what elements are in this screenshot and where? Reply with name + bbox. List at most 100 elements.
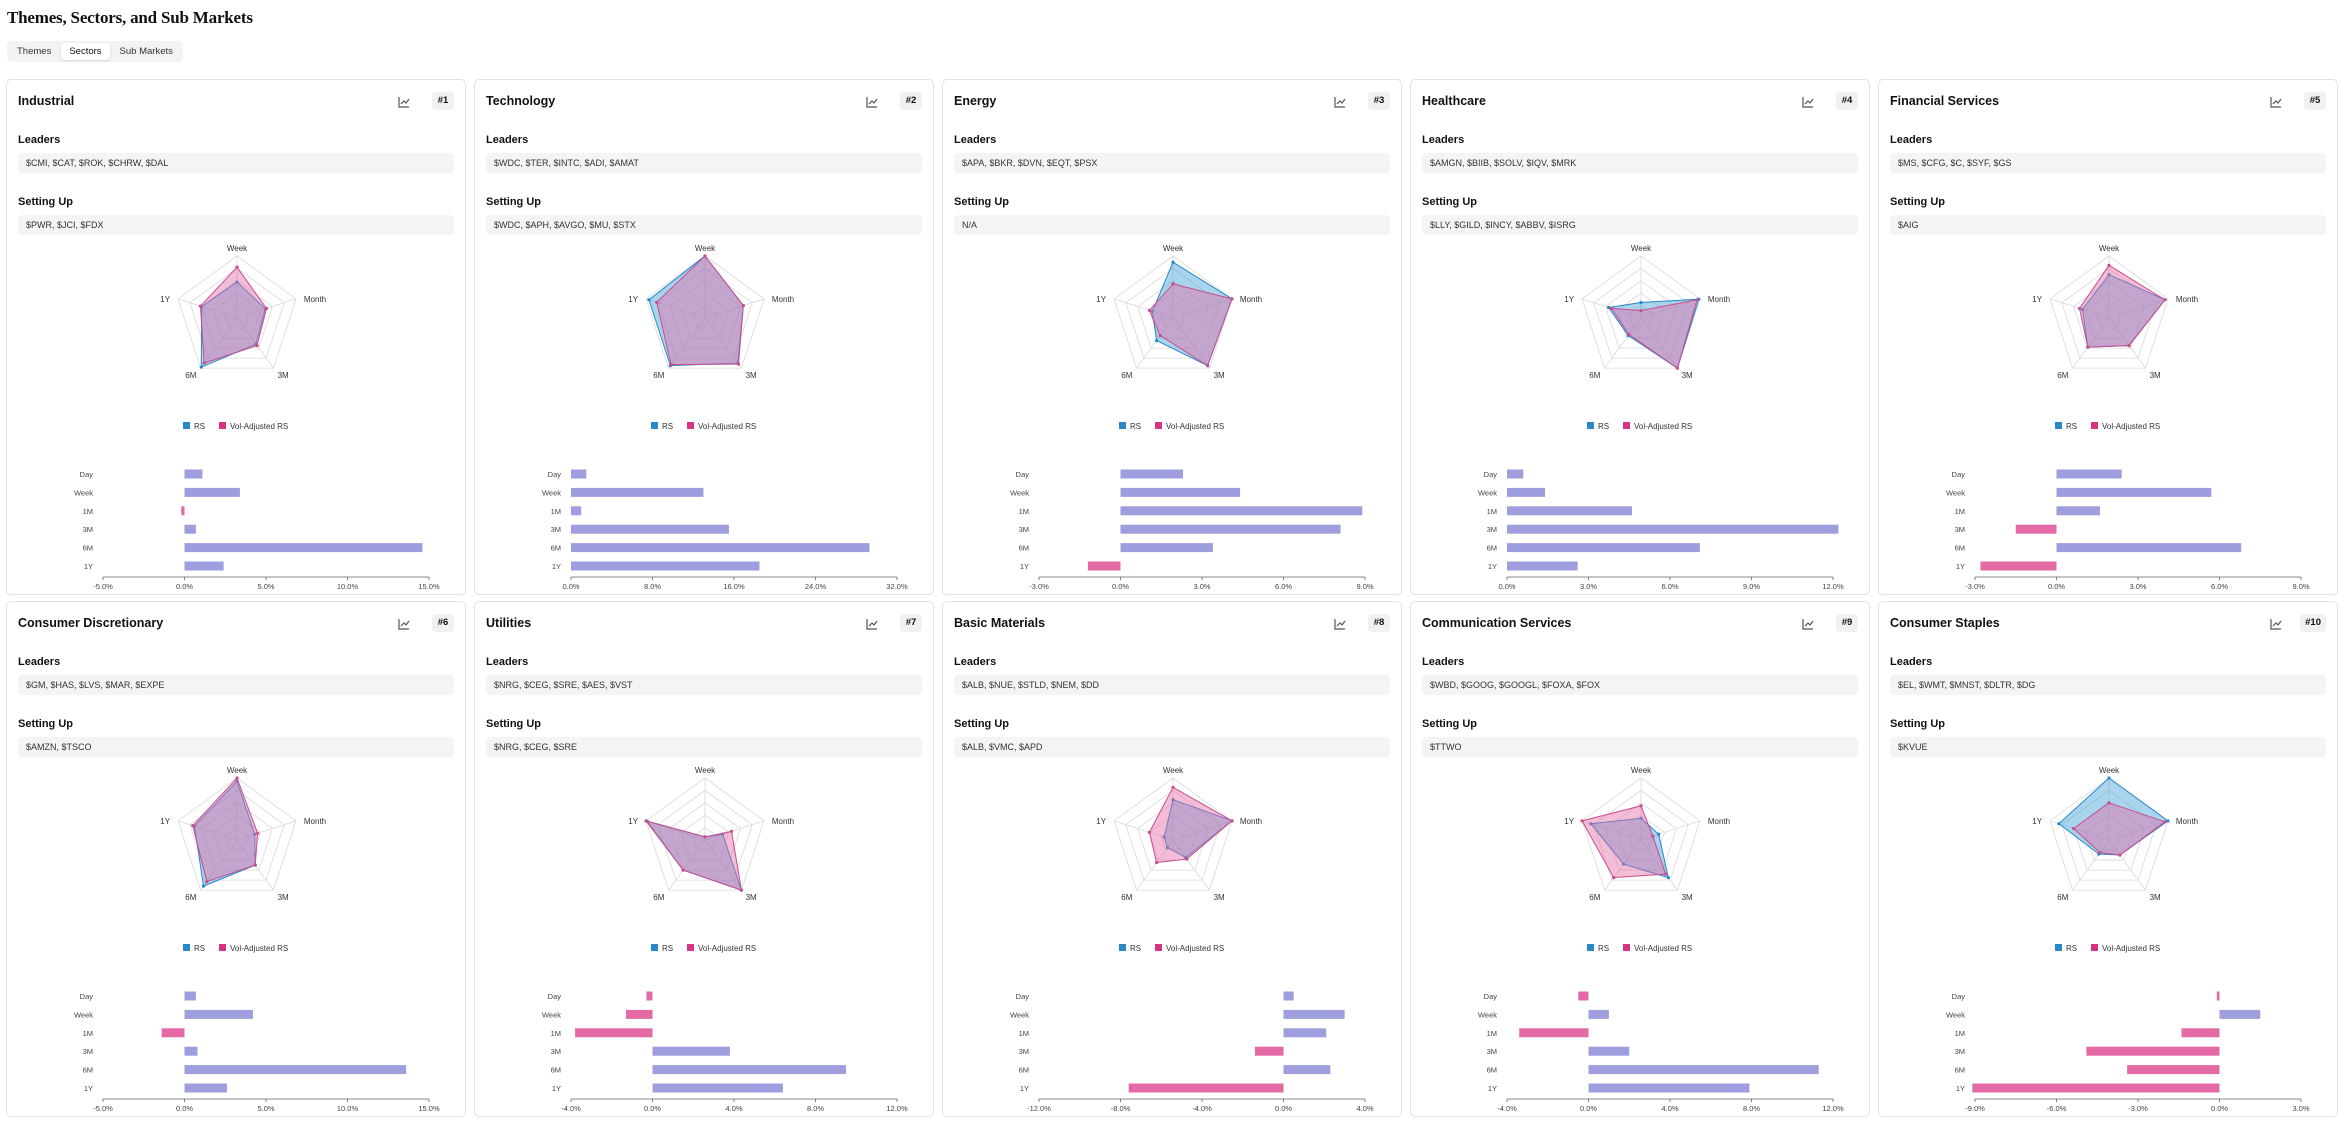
bar-axis-tick-label: 6.0% xyxy=(2211,582,2228,591)
radar-axis-label: 6M xyxy=(1121,371,1132,380)
line-chart-icon[interactable] xyxy=(396,94,412,110)
vol-rs-series-point xyxy=(669,363,673,367)
line-chart-icon[interactable] xyxy=(396,616,412,632)
radar-axis-label: Month xyxy=(304,817,326,826)
chart-legend: RS Vol-Adjusted RS xyxy=(183,422,288,431)
line-chart-icon[interactable] xyxy=(864,616,880,632)
bar-period-label: 3M xyxy=(1019,525,1029,534)
radar-spoke xyxy=(704,298,765,319)
performance-bar xyxy=(571,487,704,497)
radar-grid-ring xyxy=(1113,255,1233,369)
sector-card: Consumer Staples #10 Leaders $EL, $WMT, $MN… xyxy=(1878,601,2338,1117)
leaders-label: Leaders xyxy=(486,134,529,146)
tab-themes[interactable]: Themes xyxy=(17,46,52,57)
rs-series-point xyxy=(2107,776,2111,780)
bar-period-label: 1Y xyxy=(1488,1084,1497,1093)
tab-sub-markets[interactable]: Sub Markets xyxy=(119,46,173,57)
radar-spoke xyxy=(1640,839,1678,891)
bar-period-label: Day xyxy=(80,992,94,1001)
bar-axis-tick-label: 4.0% xyxy=(1356,1104,1373,1113)
vol-rs-series xyxy=(2078,264,2166,348)
radar-spoke xyxy=(704,317,742,369)
setting-up-label: Setting Up xyxy=(486,718,541,730)
rs-series-point xyxy=(647,298,651,302)
vol-rs-series-point xyxy=(2077,306,2082,311)
radar-axis-label: 3M xyxy=(278,893,289,902)
leaders-tickers: $GM, $HAS, $LVS, $MAR, $EXPE xyxy=(18,675,454,695)
performance-bar xyxy=(2181,1028,2220,1038)
legend-vol-label: Vol-Adjusted RS xyxy=(698,944,756,953)
radar-axis-label: Month xyxy=(1240,817,1262,826)
line-chart-icon[interactable] xyxy=(864,94,880,110)
leaders-tickers: $AMGN, $BIIB, $SOLV, $IQV, $MRK xyxy=(1422,153,1858,173)
card-header: Communication Services #9 xyxy=(1422,614,1858,634)
performance-bar xyxy=(2216,991,2220,1001)
line-chart-icon[interactable] xyxy=(2268,616,2284,632)
bar-axis-tick-label: 9.0% xyxy=(1356,582,1373,591)
vol-rs-series xyxy=(656,255,744,366)
bar-axis-tick-label: -3.0% xyxy=(1029,582,1049,591)
performance-bar xyxy=(1283,991,1294,1001)
legend-rs-label: RS xyxy=(662,944,673,953)
bar-period-label: 1Y xyxy=(1956,1084,1965,1093)
line-chart-icon[interactable] xyxy=(1800,94,1816,110)
leaders-tickers: $CMI, $CAT, $ROK, $CHRW, $DAL xyxy=(18,153,454,173)
line-chart-icon[interactable] xyxy=(1332,94,1348,110)
radar-grid-ring xyxy=(680,814,730,861)
performance-bar xyxy=(1578,991,1589,1001)
radar-axis-label: 3M xyxy=(1682,893,1693,902)
bar-period-label: 6M xyxy=(1019,1066,1029,1075)
performance-bar xyxy=(2219,1009,2261,1019)
performance-bar xyxy=(1507,469,1524,479)
bar-axis-tick-label: -3.0% xyxy=(1965,582,1985,591)
card-header: Consumer Staples #10 xyxy=(1890,614,2326,634)
radar-chart: Week Month 3M 6M 1Y xyxy=(160,766,326,902)
setting-up-label: Setting Up xyxy=(954,196,1009,208)
bar-period-label: 1Y xyxy=(84,1084,93,1093)
radar-spoke xyxy=(1113,298,1174,319)
rank-badge: #6 xyxy=(432,614,454,632)
vol-rs-series-point xyxy=(1171,785,1175,789)
radar-axis-label: 3M xyxy=(746,371,757,380)
radar-axis-label: 6M xyxy=(185,893,196,902)
bar-axis-tick-label: -4.0% xyxy=(1497,1104,1517,1113)
leaders-label: Leaders xyxy=(486,656,529,668)
legend-rs-label: RS xyxy=(1130,422,1141,431)
vol-rs-series-point xyxy=(1639,308,1643,313)
line-chart-icon[interactable] xyxy=(2268,94,2284,110)
legend-rs-swatch xyxy=(1119,944,1126,951)
bar-period-label: 1M xyxy=(1955,1029,1965,1038)
radar-chart: Week Month 3M 6M 1Y xyxy=(1564,766,1730,902)
radar-axis-label: 1Y xyxy=(160,295,170,304)
rs-series xyxy=(200,281,266,368)
rs-series-point xyxy=(2057,822,2061,826)
performance-bar xyxy=(1254,1046,1284,1056)
card-header: Utilities #7 xyxy=(486,614,922,634)
radar-chart: Week Month 3M 6M 1Y xyxy=(1096,244,1262,380)
bar-axis-tick-label: 3.0% xyxy=(2292,1104,2309,1113)
line-chart-icon[interactable] xyxy=(1332,616,1348,632)
setting-up-tickers: $ALB, $VMC, $APD xyxy=(954,737,1390,757)
line-chart-icon[interactable] xyxy=(1800,616,1816,632)
radar-grid-ring xyxy=(645,777,765,891)
vol-rs-series-point xyxy=(2107,263,2111,267)
tab-sectors[interactable]: Sectors xyxy=(61,43,110,60)
radar-grid-ring xyxy=(224,827,250,851)
vol-rs-series-point xyxy=(681,868,685,872)
bar-axis-tick-label: 0.0% xyxy=(176,582,193,591)
legend-vol-label: Vol-Adjusted RS xyxy=(2102,944,2160,953)
radar-grid-ring xyxy=(2096,305,2122,329)
radar-axis-label: 1Y xyxy=(628,817,638,826)
radar-axis-label: 6M xyxy=(1589,371,1600,380)
vol-rs-series-point xyxy=(1627,332,1631,337)
legend-rs-swatch xyxy=(1119,422,1126,429)
performance-bar xyxy=(184,524,196,534)
performance-bar xyxy=(1507,506,1632,516)
performance-bar xyxy=(646,991,653,1001)
leaders-label: Leaders xyxy=(954,656,997,668)
legend-rs-swatch xyxy=(2055,944,2062,951)
bar-axis-tick-label: -6.0% xyxy=(2047,1104,2067,1113)
bar-period-label: 1M xyxy=(551,1029,561,1038)
rs-series-point xyxy=(1165,845,1170,850)
vol-rs-series-point xyxy=(2072,826,2076,831)
